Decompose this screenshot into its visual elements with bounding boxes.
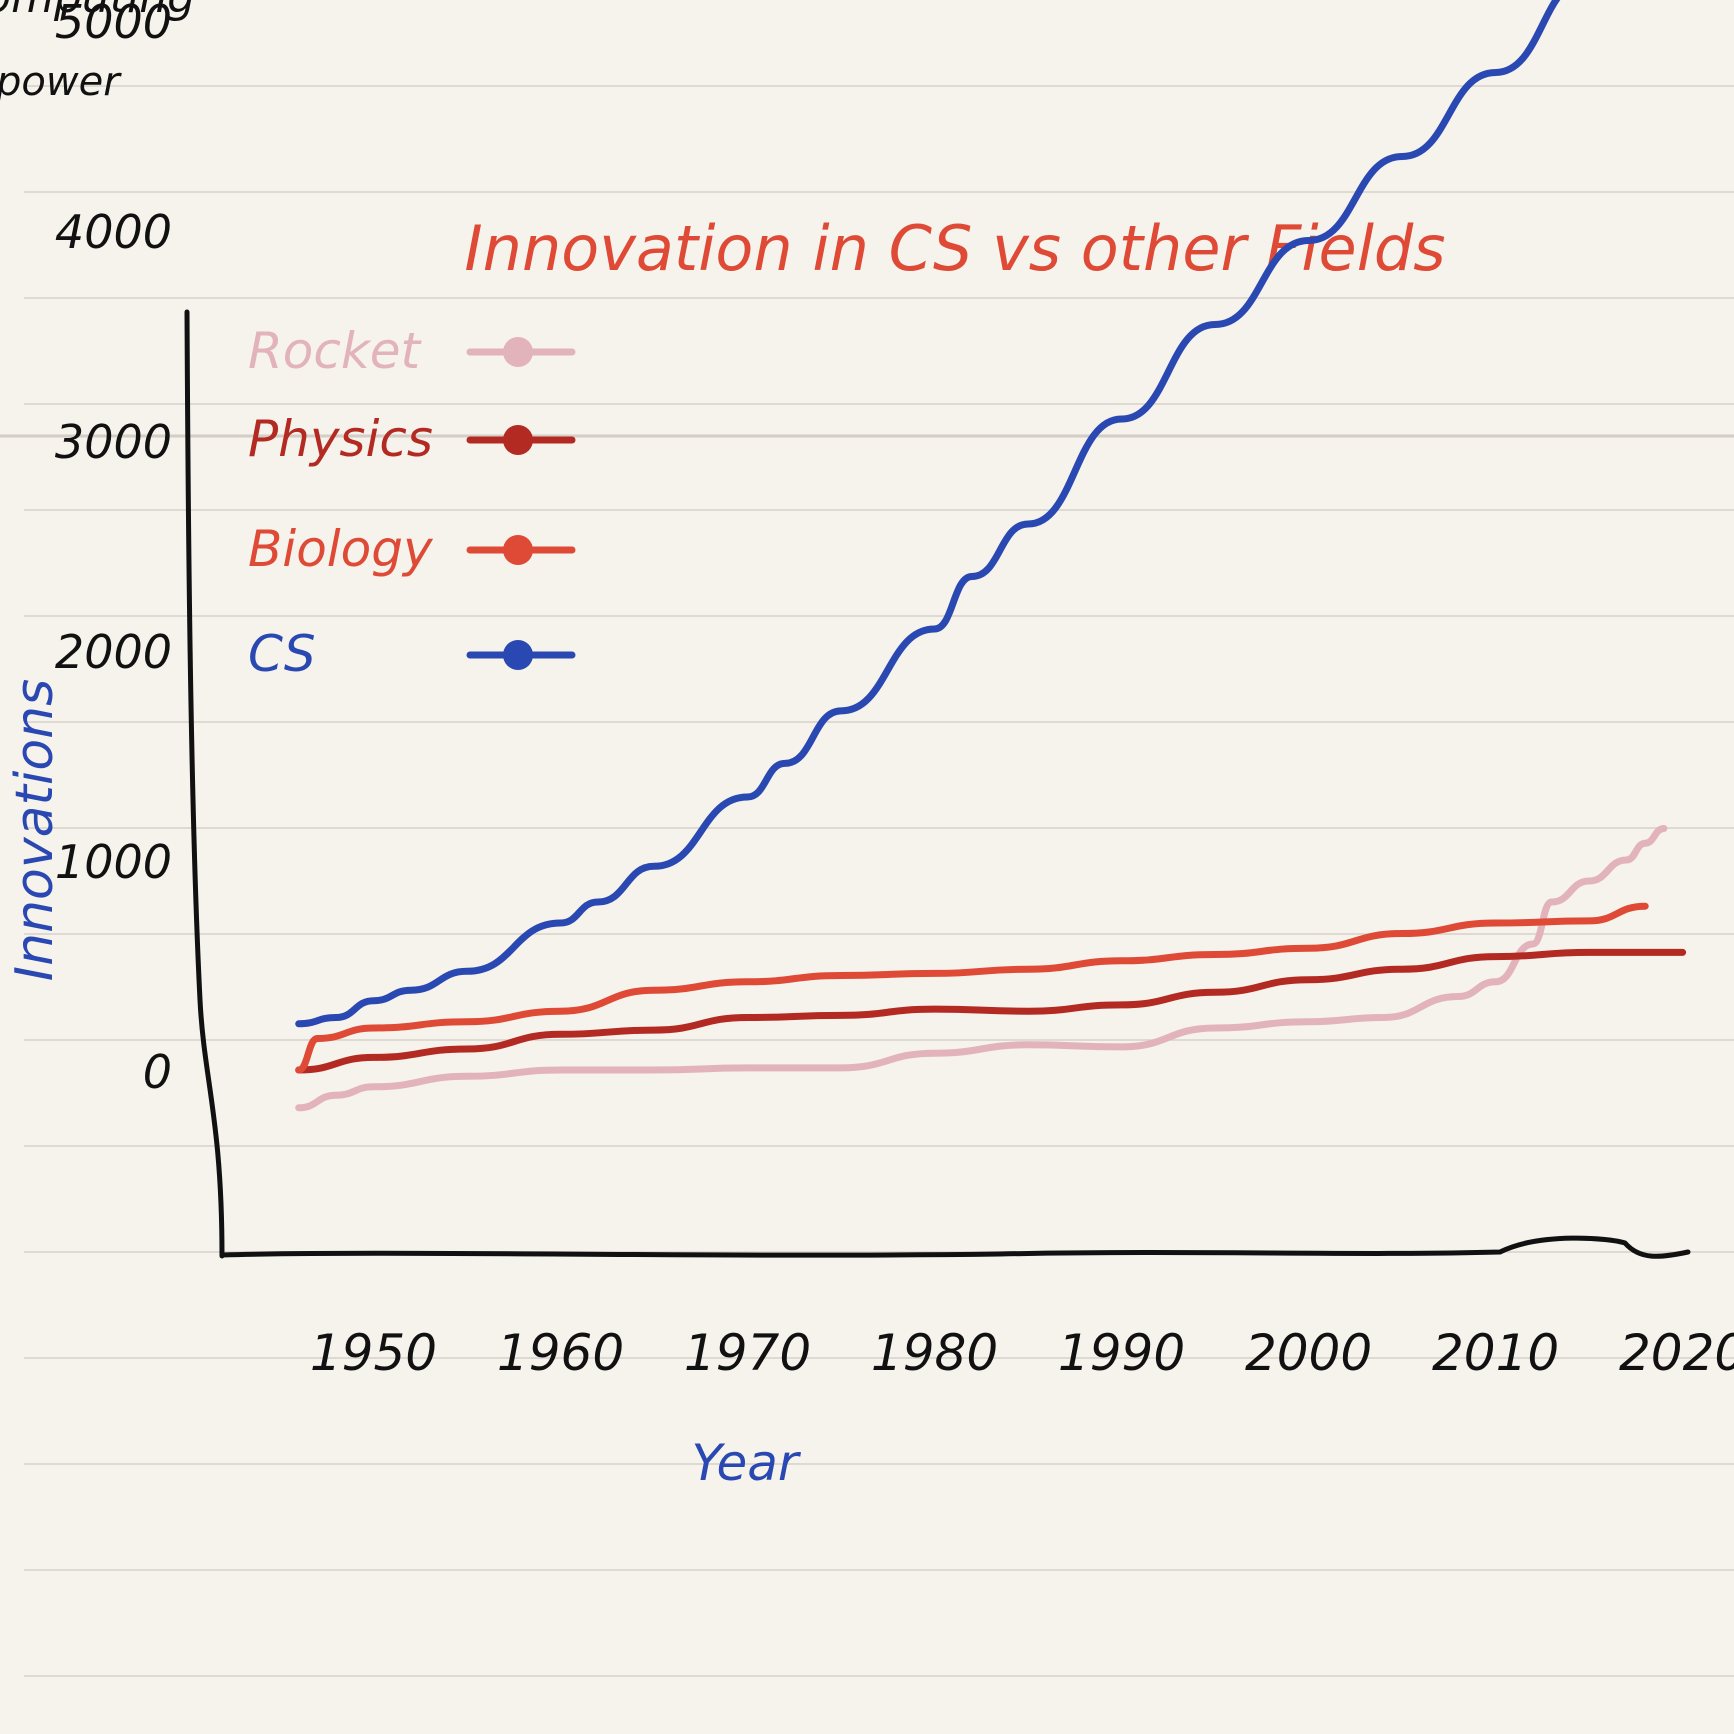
x-tick-label: 1970	[684, 1324, 811, 1382]
corner-note-line-2: power	[0, 59, 122, 105]
legend-marker-rocket	[503, 337, 533, 367]
legend-marker-biology	[503, 535, 533, 565]
y-tick-label: 0	[143, 1045, 172, 1099]
legend-label-rocket: Rocket	[248, 322, 423, 380]
x-tick-label: 2010	[1432, 1324, 1559, 1382]
x-axis-label: Year	[691, 1434, 801, 1492]
series-line-cs	[295, 0, 1561, 1028]
x-axis-line	[219, 1235, 1691, 1259]
x-tick-label: 1960	[497, 1324, 624, 1382]
x-tick-label: 1990	[1058, 1324, 1185, 1382]
x-tick-label: 2000	[1245, 1324, 1372, 1382]
y-tick-label: 1000	[55, 835, 172, 889]
corner-note-line-1: computing	[0, 0, 195, 23]
chart-title: Innovation in CS vs other Fields	[464, 212, 1445, 285]
series-line-rocket	[295, 825, 1668, 1112]
series-lines	[295, 0, 1687, 1112]
y-tick-labels: 0 1000 2000 3000 4000 5000	[55, 0, 172, 1099]
legend-label-biology: Biology	[248, 520, 434, 578]
x-tick-labels: 1950 1960 1970 1980 1990 2000 2010 2020	[310, 1324, 1734, 1382]
y-tick-label: 2000	[55, 625, 172, 679]
legend: Rocket Physics Biology CS	[248, 322, 576, 683]
axes	[184, 309, 1691, 1259]
series-line-physics	[295, 948, 1687, 1074]
x-tick-label: 1980	[871, 1324, 998, 1382]
legend-label-cs: CS	[248, 625, 316, 683]
legend-marker-physics	[503, 425, 533, 455]
y-tick-label: 5000	[55, 0, 172, 49]
x-tick-label: 1950	[310, 1324, 437, 1382]
y-axis-line	[184, 309, 225, 1259]
legend-label-physics: Physics	[248, 410, 433, 468]
y-tick-label: 4000	[55, 205, 172, 259]
y-axis-label: Innovations	[5, 679, 65, 981]
y-tick-label: 3000	[55, 415, 172, 469]
legend-marker-cs	[503, 640, 533, 670]
corner-note: computing power	[0, 0, 195, 105]
series-line-biology	[295, 902, 1649, 1074]
x-tick-label: 2020	[1619, 1324, 1734, 1382]
